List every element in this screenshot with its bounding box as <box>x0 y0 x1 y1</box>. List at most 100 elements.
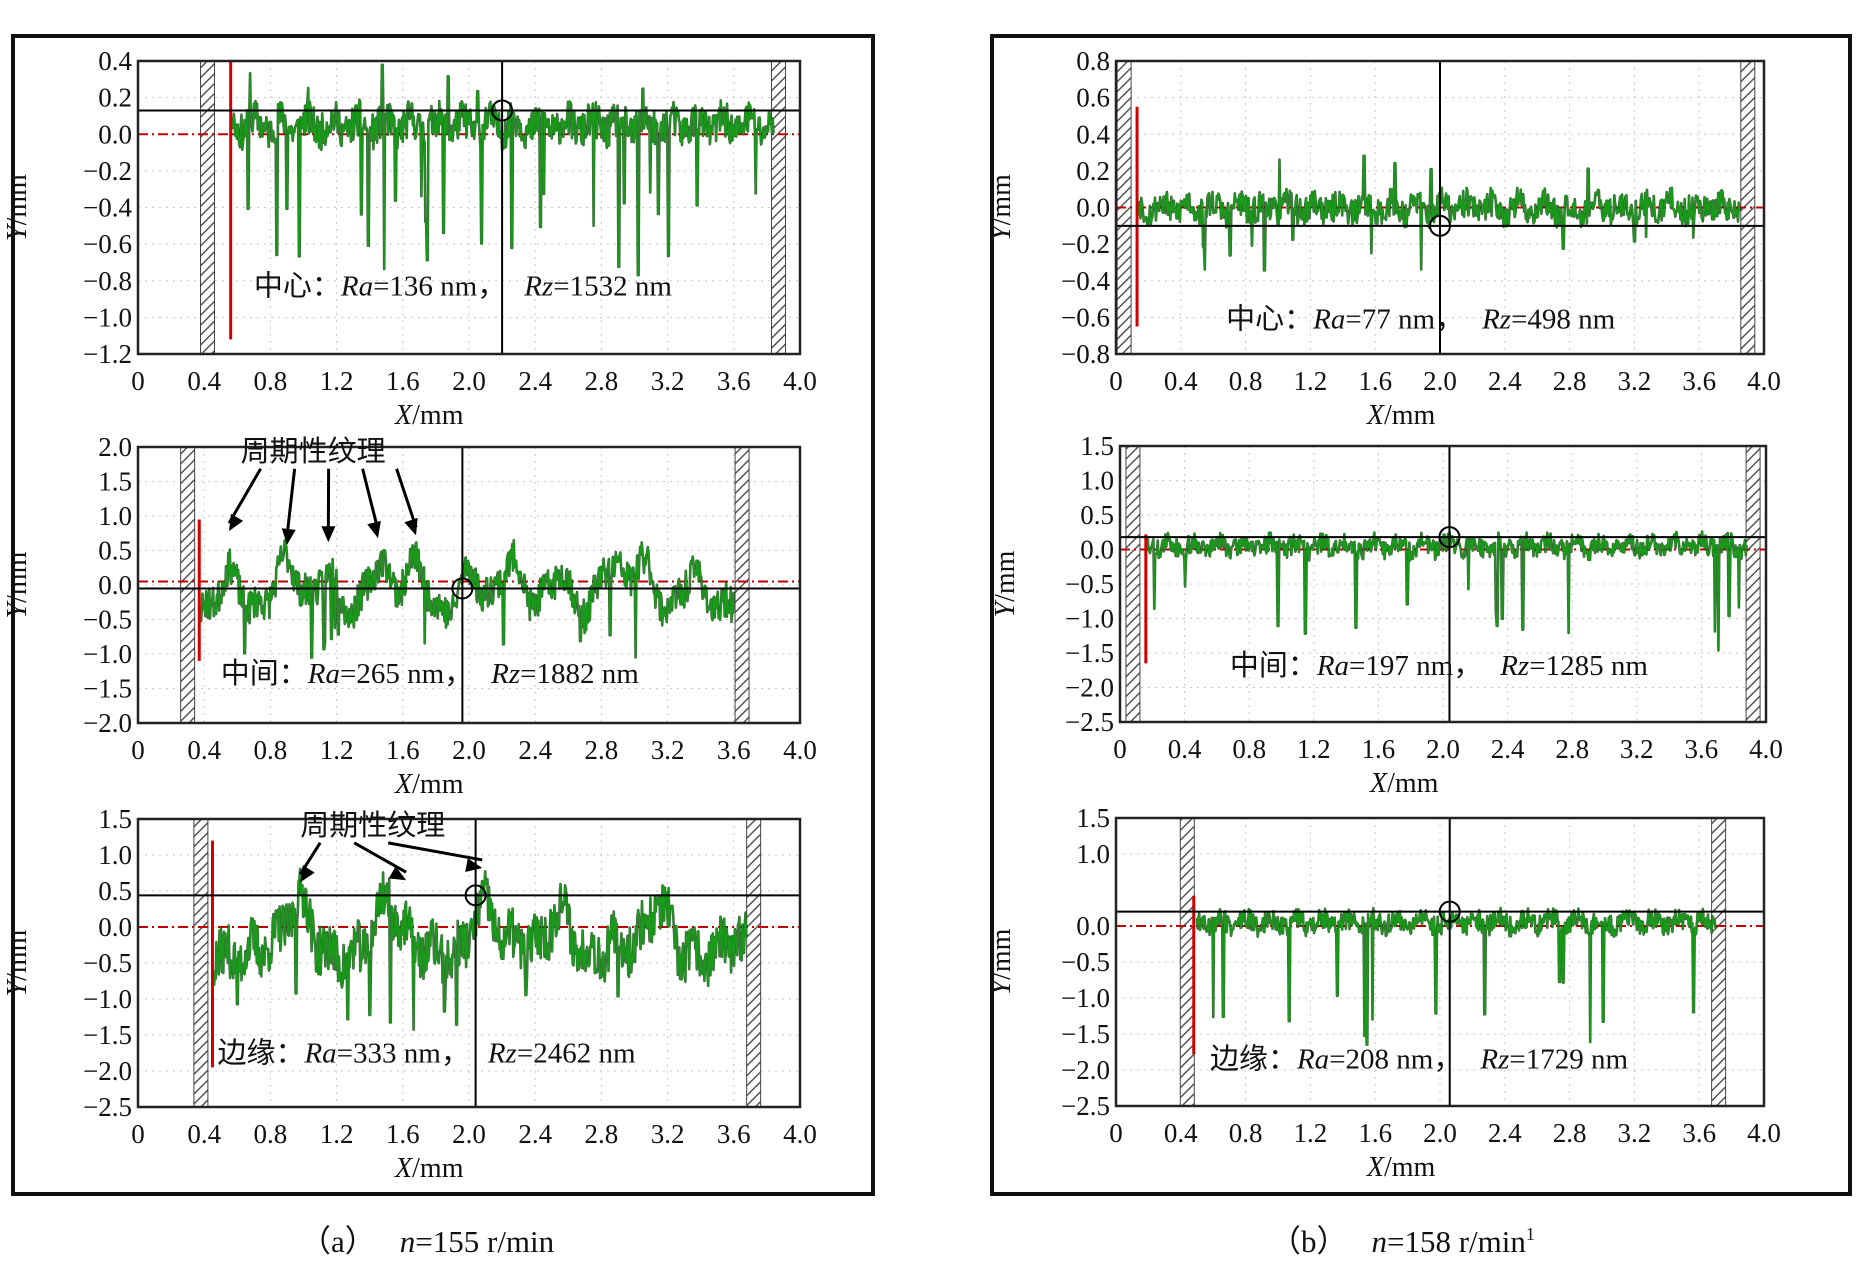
y-tick-label: −0.5 <box>83 948 132 978</box>
hatch-right <box>770 60 786 355</box>
y-tick-label: −1.0 <box>1061 983 1110 1013</box>
caption-b-var: n <box>1372 1224 1388 1259</box>
x-tick-label: 0.4 <box>187 366 221 396</box>
rz-value: =498 nm <box>1511 303 1616 335</box>
y-tick-label: −2.0 <box>83 1056 132 1086</box>
y-tick-label: 0.5 <box>98 536 132 566</box>
roughness-prefix: 中间： <box>221 657 308 690</box>
x-tick-label: 2.0 <box>1426 734 1460 764</box>
caption-b: （b） n=158 r/min1 <box>1270 1224 1535 1259</box>
y-tick-label: 0.8 <box>1076 46 1110 76</box>
hatch-left <box>1179 817 1195 1107</box>
x-tick-label: 0.4 <box>187 1119 221 1149</box>
ra-value: =136 nm， <box>373 270 506 302</box>
chart-a3: 0 0.4 0.8 1.2 1.6 2.0 2.4 2.8 3.2 3.6 4.0 1.5 1.0 0.5… <box>2 804 817 1184</box>
chart-a1: 0 0.4 0.8 1.2 1.6 2.0 2.4 2.8 3.2 3.6 4.0 0.4 0.2 0.0… <box>2 46 817 431</box>
x-tick-label: 0 <box>1109 366 1123 396</box>
plot-frame <box>1118 444 1768 724</box>
roughness-prefix: 中心： <box>254 269 341 302</box>
x-tick-label: 0.8 <box>1232 734 1266 764</box>
roughness-prefix: 边缘： <box>217 1036 304 1069</box>
x-axis-unit: /mm <box>1384 1152 1436 1183</box>
rz-value: =1729 nm <box>1509 1044 1628 1076</box>
texture-arrowhead <box>388 866 407 881</box>
y-axis-var: Y <box>2 222 33 241</box>
texture-arrowhead <box>281 528 296 545</box>
x-axis-label: X/mm <box>1369 768 1439 799</box>
x-tick-label: 2.4 <box>518 735 552 765</box>
x-tick-label: 0.4 <box>1164 366 1198 396</box>
y-tick-label: −0.6 <box>83 229 132 259</box>
texture-label: 周期性纹理 <box>300 809 445 842</box>
x-tick-label: 4.0 <box>783 735 817 765</box>
y-axis-label: Y/mm <box>986 928 1017 995</box>
x-tick-label: 2.4 <box>1488 1118 1522 1148</box>
y-axis-label: Y/mm <box>2 929 33 996</box>
plot-frame <box>136 817 802 1109</box>
plot-frame <box>1114 816 1766 1108</box>
y-tick-label: −1.5 <box>83 674 132 704</box>
texture-arrowhead <box>300 865 315 883</box>
x-axis-var: X <box>394 769 413 800</box>
texture-arrow <box>387 841 483 862</box>
plot-frame <box>1114 59 1766 356</box>
cursor-circle <box>1429 214 1451 237</box>
x-tick-label: 3.2 <box>1618 1118 1652 1148</box>
y-tick-label: 0.6 <box>1076 83 1110 113</box>
x-tick-label: 1.2 <box>1297 734 1331 764</box>
y-tick-label: 0.0 <box>1080 535 1114 565</box>
x-tick-label: 3.2 <box>1620 734 1654 764</box>
ra-value: =265 nm， <box>340 658 473 690</box>
roughness-label: 中心：Ra=77 nm， Rz=498 nm <box>1226 302 1616 335</box>
rz-value: =1532 nm <box>553 270 672 302</box>
texture-arrow <box>395 468 418 528</box>
ra-value: =333 nm， <box>337 1037 470 1069</box>
x-tick-label: 2.8 <box>585 366 619 396</box>
ra-var: Ra <box>1312 303 1345 335</box>
x-tick-label: 4.0 <box>1749 734 1783 764</box>
x-axis-var: X <box>1366 400 1385 431</box>
x-tick-label: 1.2 <box>320 366 354 396</box>
y-tick-label: −0.4 <box>83 193 132 223</box>
y-tick-label: 0.0 <box>98 570 132 600</box>
x-tick-label: 3.6 <box>1682 366 1716 396</box>
y-axis-label: Y/mm <box>2 174 33 241</box>
x-tick-label: 2.8 <box>585 1119 619 1149</box>
plot-frame <box>136 445 802 725</box>
x-tick-label: 3.6 <box>1685 734 1719 764</box>
y-tick-label: −2.5 <box>1065 707 1114 737</box>
hatch-right <box>746 818 762 1108</box>
x-tick-label: 3.6 <box>717 366 751 396</box>
roughness-label: 边缘：Ra=208 nm， Rz=1729 nm <box>1210 1043 1629 1076</box>
x-tick-label: 3.2 <box>1618 366 1652 396</box>
profile-trace <box>1196 907 1717 1046</box>
y-tick-label: 0.5 <box>1080 500 1114 530</box>
x-axis-unit: /mm <box>1387 768 1439 799</box>
y-tick-label: −0.6 <box>1061 302 1110 332</box>
x-tick-label: 3.2 <box>651 366 685 396</box>
y-tick-label: −2.0 <box>83 708 132 738</box>
plot-frame <box>136 59 802 356</box>
x-axis-label: X/mm <box>394 769 464 800</box>
x-axis-unit: /mm <box>412 769 464 800</box>
y-axis-label: Y/mm <box>2 551 33 618</box>
texture-arrowhead <box>367 520 381 539</box>
y-tick-label: −2.0 <box>1061 1055 1110 1085</box>
x-tick-label: 0 <box>131 1119 145 1149</box>
x-tick-label: 1.2 <box>1294 1118 1328 1148</box>
profile-trace <box>200 539 735 659</box>
x-tick-label: 4.0 <box>1747 1118 1781 1148</box>
x-tick-label: 0.4 <box>1164 1118 1198 1148</box>
rz-value: =1882 nm <box>520 658 639 690</box>
ra-var: Ra <box>1316 650 1349 682</box>
x-tick-label: 2.4 <box>1488 366 1522 396</box>
panel-b-frame <box>990 34 1852 1196</box>
cursor-circle <box>491 99 514 122</box>
y-tick-label: −1.0 <box>83 984 132 1014</box>
y-tick-label: −1.5 <box>1061 1019 1110 1049</box>
hatch-left <box>193 818 209 1108</box>
y-tick-label: −0.8 <box>83 266 132 296</box>
cursor-circle <box>451 577 474 600</box>
y-tick-label: 1.0 <box>1080 466 1114 496</box>
